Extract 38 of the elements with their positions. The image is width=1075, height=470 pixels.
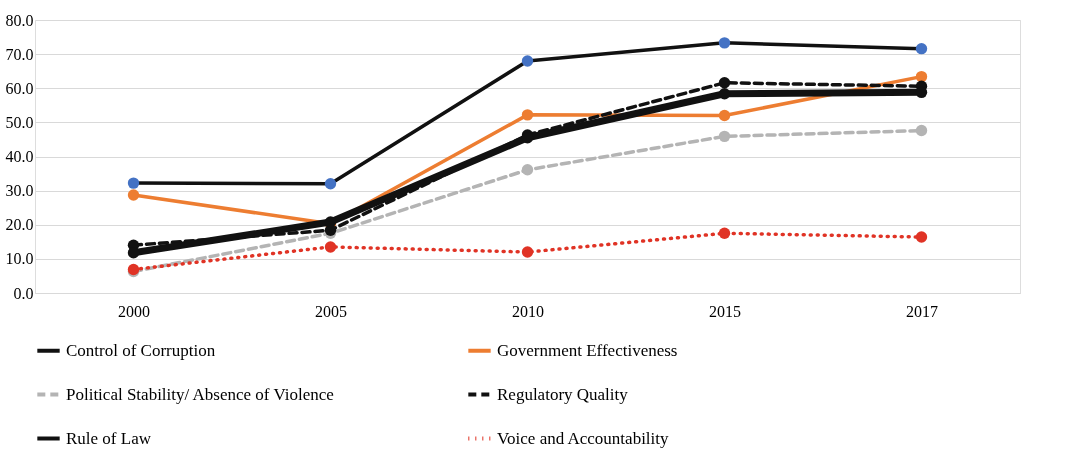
- legend-label: Regulatory Quality: [497, 384, 629, 404]
- y-tick-label: 10.0: [5, 250, 34, 268]
- y-tick-label: 40.0: [5, 148, 34, 165]
- y-tick-label: 80.0: [5, 11, 34, 29]
- y-tick-label: 0.0: [13, 284, 34, 302]
- legend-label: Rule of Law: [66, 428, 152, 448]
- legend-label: Voice and Accountability: [497, 428, 670, 448]
- point: [915, 124, 928, 137]
- point: [521, 55, 534, 67]
- y-tick-label: 20.0: [5, 216, 34, 234]
- legend-label: Government Effectiveness: [497, 340, 678, 360]
- y-tick-label: 50.0: [5, 113, 34, 131]
- y-tick-label: 60.0: [5, 79, 34, 97]
- x-tick-label: 2010: [512, 302, 544, 320]
- point: [718, 109, 731, 122]
- legend-label: Political Stability/ Absence of Violence: [66, 384, 334, 404]
- point: [127, 177, 140, 189]
- point: [718, 88, 731, 100]
- point: [915, 42, 928, 55]
- point: [324, 241, 337, 253]
- point: [521, 164, 534, 176]
- point: [915, 231, 928, 243]
- legend-label: Control of Corruption: [66, 340, 216, 360]
- point: [915, 70, 928, 83]
- x-tick-label: 2017: [906, 302, 938, 320]
- x-tick-label: 2005: [315, 302, 347, 320]
- y-tick-label: 30.0: [5, 182, 34, 200]
- point: [324, 178, 337, 190]
- point: [521, 109, 534, 121]
- point: [127, 189, 140, 201]
- point: [718, 77, 731, 89]
- point: [718, 227, 731, 239]
- point: [521, 246, 534, 258]
- x-tick-label: 2000: [118, 302, 150, 320]
- x-tick-label: 2015: [709, 302, 741, 320]
- point: [718, 130, 731, 143]
- y-tick-label: 70.0: [5, 45, 34, 63]
- point: [718, 37, 731, 49]
